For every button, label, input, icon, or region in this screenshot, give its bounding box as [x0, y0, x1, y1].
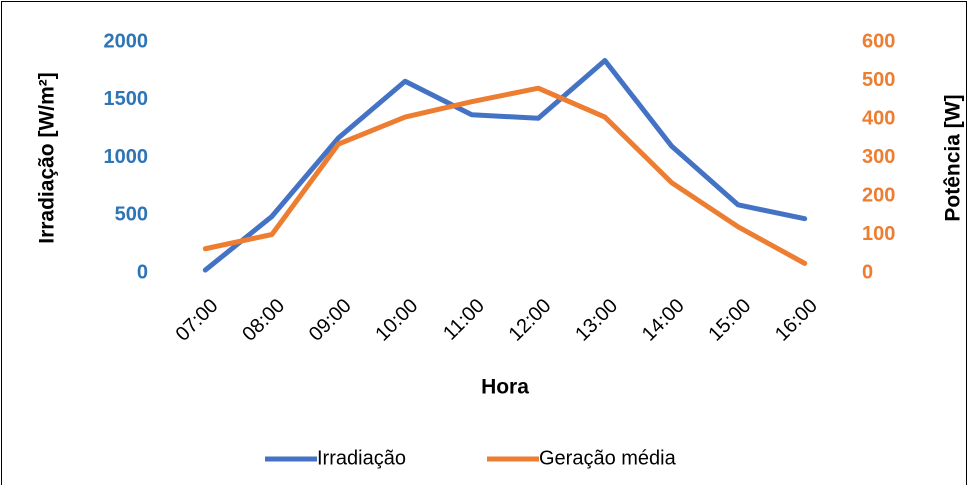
- y2-tick-label: 100: [862, 223, 895, 245]
- y-tick-label: 500: [115, 204, 148, 226]
- y2-tick-label: 500: [862, 69, 895, 91]
- y2-tick-label: 200: [862, 184, 895, 206]
- y2-tick-label: 600: [862, 30, 895, 52]
- y-tick-label: 1000: [104, 146, 149, 168]
- legend-label: Geração média: [539, 447, 677, 469]
- y2-tick-label: 300: [862, 146, 895, 168]
- data-line: [202, 57, 808, 273]
- y-tick-label: 2000: [104, 30, 149, 52]
- y-tick-label: 1500: [104, 88, 149, 110]
- y2-tick-label: 0: [862, 261, 873, 283]
- y-tick-label: 0: [137, 261, 148, 283]
- legend-label: Irradiação: [317, 447, 406, 469]
- x-axis-title: Hora: [481, 376, 529, 399]
- y2-tick-label: 400: [862, 107, 895, 129]
- data-line: [202, 85, 808, 266]
- y2-axis-title: Potência [W]: [942, 94, 965, 221]
- y-axis-title: Irradiação [W/m²]: [36, 72, 59, 244]
